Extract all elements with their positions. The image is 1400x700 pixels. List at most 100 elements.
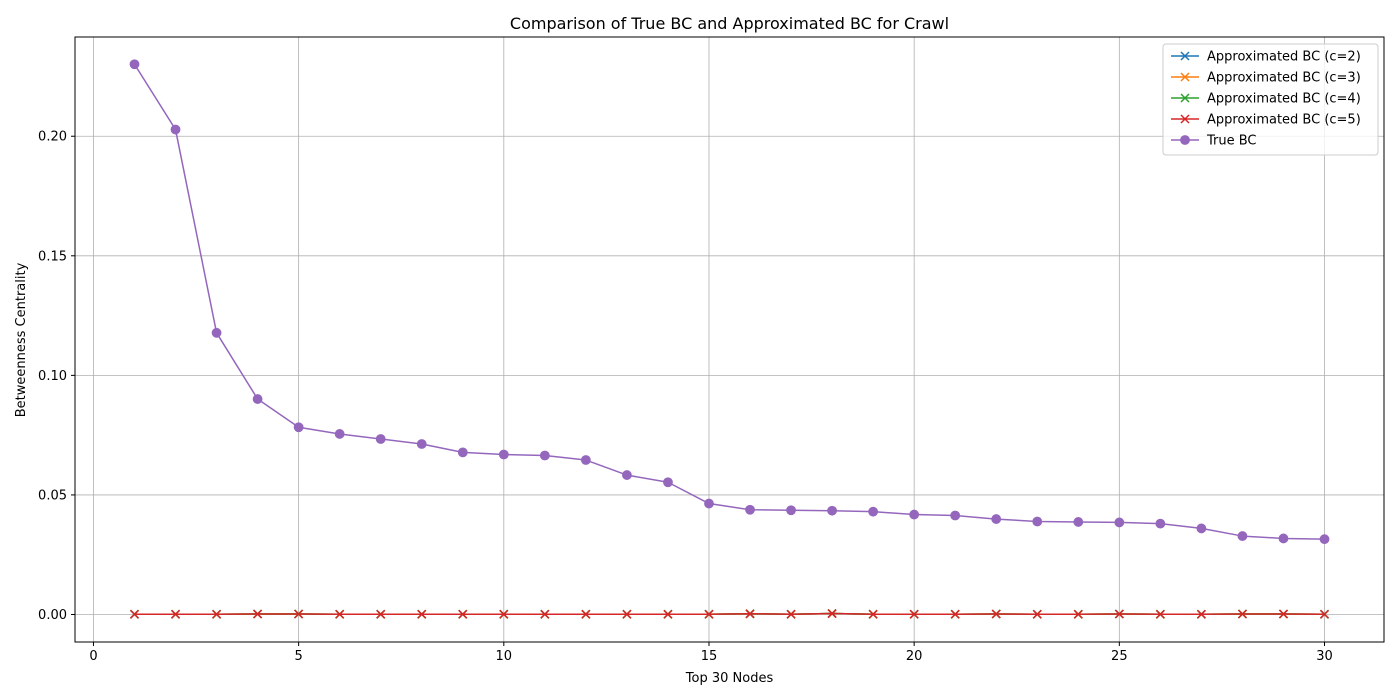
data-point <box>334 429 345 439</box>
data-point <box>540 609 550 619</box>
y-axis-label: Betweenness Centrality <box>14 262 29 417</box>
legend: Approximated BC (c=2) Approximated BC (c=… <box>1162 43 1379 156</box>
data-point <box>622 470 632 480</box>
plot-area-frame <box>74 36 1385 643</box>
data-point <box>1114 609 1124 619</box>
data-point <box>745 504 755 515</box>
legend-frame <box>1162 43 1379 156</box>
y-tick-label: 0.10 <box>38 369 67 384</box>
data-point <box>252 394 263 404</box>
data-point <box>827 609 837 619</box>
data-point <box>909 509 920 520</box>
x-tick-label: 0 <box>89 649 97 664</box>
data-point <box>580 455 591 465</box>
legend-marker <box>1180 51 1190 61</box>
data-point <box>416 439 427 449</box>
data-point <box>1237 531 1248 541</box>
legend-marker <box>1180 93 1190 103</box>
data-point <box>1278 609 1288 619</box>
data-point <box>170 124 181 135</box>
data-point <box>129 59 140 70</box>
data-point <box>539 450 550 461</box>
data-point <box>786 609 796 619</box>
data-point <box>335 609 345 619</box>
legend-label: Approximated BC (c=3) <box>1207 71 1361 86</box>
legend-label: Approximated BC (c=2) <box>1207 50 1361 65</box>
legend-entry: True BC <box>1171 134 1257 149</box>
data-point <box>1114 517 1125 528</box>
data-point <box>1319 609 1330 619</box>
data-point <box>293 422 304 433</box>
data-point <box>1196 609 1206 619</box>
legend-label: True BC <box>1206 134 1257 149</box>
y-tick-label: 0.05 <box>38 488 67 503</box>
legend-label: Approximated BC (c=5) <box>1207 113 1361 128</box>
data-point <box>786 505 796 516</box>
data-point <box>1278 533 1289 544</box>
data-point <box>171 609 181 619</box>
series-group <box>129 59 1330 619</box>
data-point <box>376 609 386 619</box>
data-point <box>375 434 386 444</box>
x-tick-label: 10 <box>496 649 513 664</box>
series-4 <box>129 609 1330 619</box>
data-point <box>498 449 509 460</box>
data-point <box>950 609 960 619</box>
data-point <box>457 447 468 458</box>
data-point <box>212 609 222 619</box>
series-line <box>134 612 1325 616</box>
legend-marker <box>1180 72 1190 82</box>
x-axis-label: Top 30 Nodes <box>685 671 774 686</box>
legend-entry: Approximated BC (c=2) <box>1171 50 1361 65</box>
data-point <box>704 498 714 509</box>
x-tick-label: 5 <box>294 649 302 664</box>
data-point <box>129 609 140 619</box>
data-point <box>827 505 837 516</box>
x-tick-label: 15 <box>701 649 718 664</box>
data-point <box>1032 609 1042 619</box>
data-point <box>499 609 509 619</box>
data-point <box>868 609 878 619</box>
data-point <box>581 609 591 619</box>
legend-entry: Approximated BC (c=5) <box>1171 113 1361 128</box>
data-point <box>253 609 263 619</box>
x-tick-label: 25 <box>1111 649 1128 664</box>
data-point <box>1196 523 1207 534</box>
x-tick-label: 30 <box>1316 649 1333 664</box>
y-tick-label: 0.20 <box>38 130 67 145</box>
data-point <box>1319 534 1330 545</box>
x-tick-label: 20 <box>906 649 923 664</box>
legend-marker <box>1180 135 1190 145</box>
data-point <box>1237 609 1247 619</box>
chart-title: Comparison of True BC and Approximated B… <box>510 14 949 33</box>
data-point <box>704 609 714 619</box>
data-point <box>745 609 755 619</box>
data-point <box>458 609 468 619</box>
y-tick-label: 0.00 <box>38 608 67 623</box>
data-point <box>991 514 1002 524</box>
data-point <box>417 609 427 619</box>
y-tick-label: 0.15 <box>38 249 67 264</box>
data-point <box>211 327 222 338</box>
data-point <box>909 609 919 619</box>
legend-entry: Approximated BC (c=3) <box>1171 71 1361 86</box>
series-5 <box>129 59 1330 545</box>
axis-ticks: 0 5 10 15 20 25 30 0.00 0.05 0.10 0.15 0.20 <box>38 130 1333 664</box>
data-point <box>663 477 673 488</box>
data-point <box>1032 516 1043 527</box>
data-point <box>1073 517 1084 527</box>
data-point <box>294 609 304 619</box>
legend-label: Approximated BC (c=4) <box>1207 92 1361 107</box>
series-line <box>133 63 1325 540</box>
data-point <box>950 510 961 521</box>
data-point <box>868 506 879 517</box>
data-point <box>1073 609 1083 619</box>
data-point <box>1155 518 1166 529</box>
legend-marker <box>1180 114 1190 124</box>
data-point <box>622 609 632 619</box>
legend-entry: Approximated BC (c=4) <box>1171 92 1361 107</box>
data-point <box>991 609 1001 619</box>
data-point <box>663 609 673 619</box>
data-point <box>1155 609 1165 619</box>
